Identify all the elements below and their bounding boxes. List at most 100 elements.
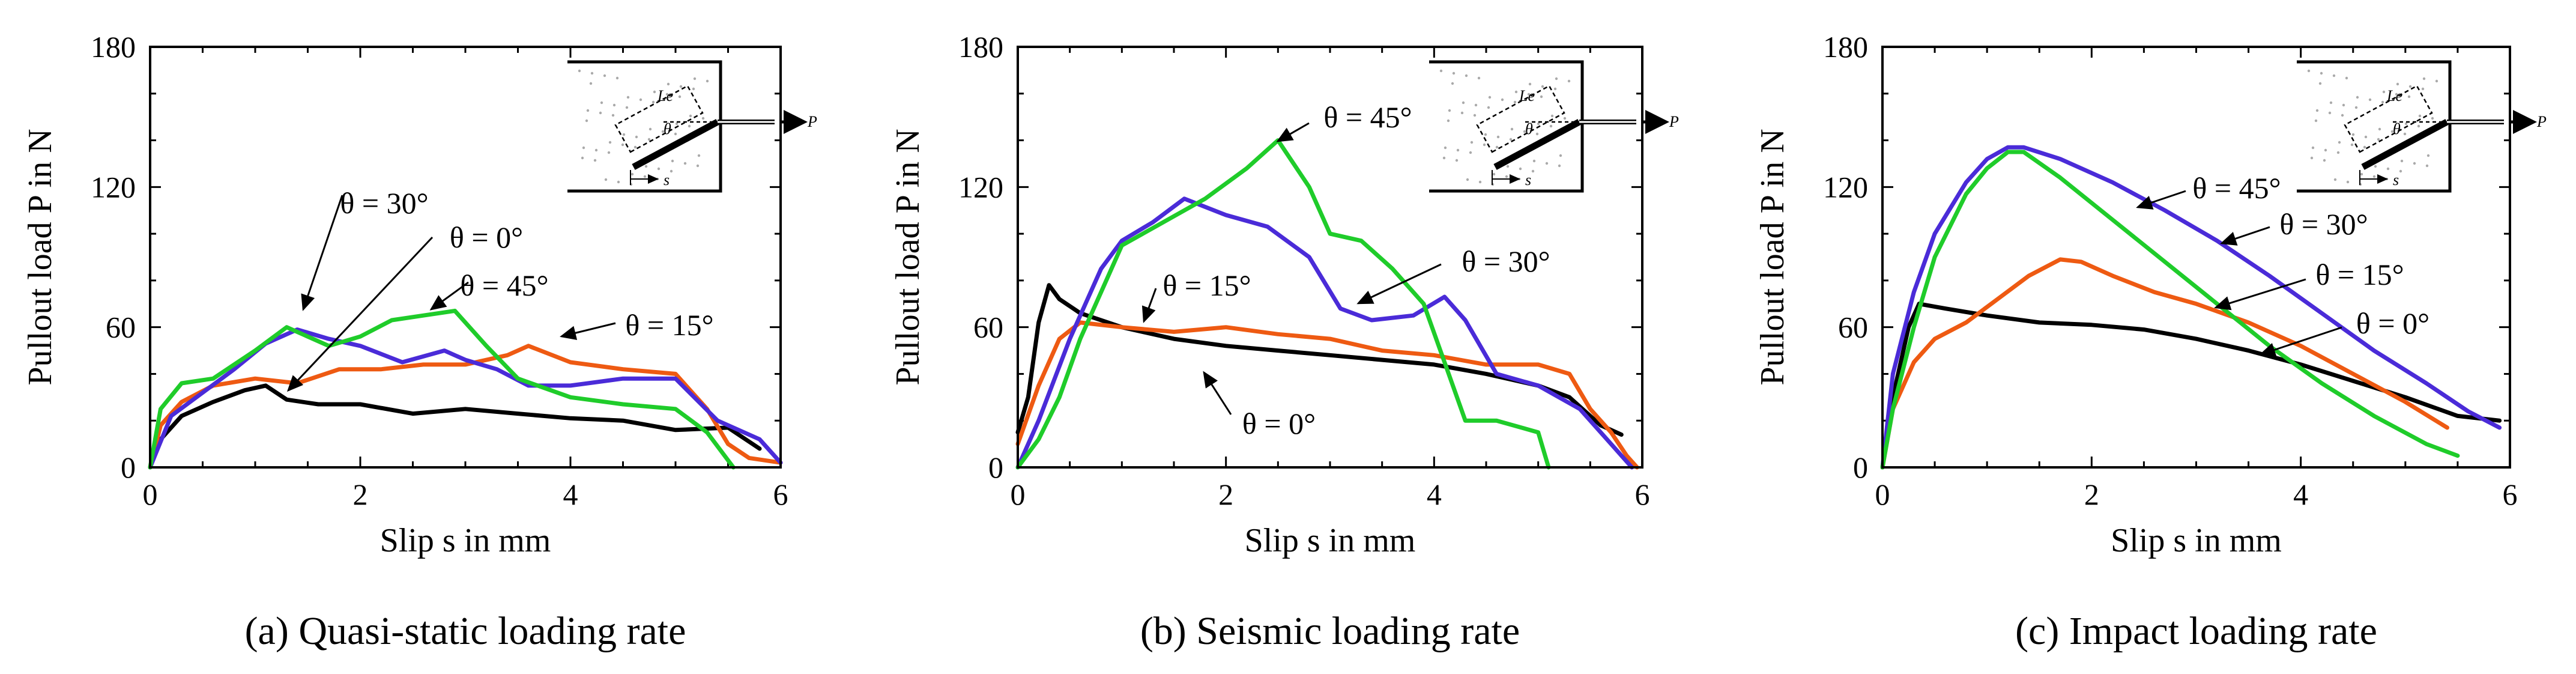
annot-arrow-theta-0 (2259, 326, 2342, 357)
concrete-speckle (621, 143, 624, 147)
concrete-speckle (693, 77, 697, 80)
x-tick-label: 6 (773, 478, 788, 511)
series-line-theta-45 (148, 308, 736, 470)
annot-theta-30: θ = 30° (2279, 207, 2368, 241)
x-tick-label: 6 (1635, 478, 1650, 511)
concrete-speckle (2345, 76, 2348, 80)
setup-inset: Le θ s P (2297, 60, 2547, 193)
x-tick-label: 0 (143, 478, 158, 511)
x-tick-label: 6 (2503, 478, 2518, 511)
concrete-speckle (1541, 85, 1544, 88)
concrete-speckle (1439, 69, 1443, 73)
y-axis-title: Pullout load P in N (889, 129, 927, 385)
annot-arrow-theta-45 (2136, 190, 2186, 210)
inset-label-s: s (2393, 171, 2399, 189)
setup-inset: Le θ s P (567, 60, 817, 193)
annot-theta-0: θ = 0° (2356, 306, 2429, 340)
y-tick-label: 0 (988, 451, 1003, 484)
concrete-speckle (689, 114, 692, 118)
fiber (632, 119, 719, 170)
concrete-speckle (2378, 127, 2381, 131)
concrete-speckle (612, 103, 616, 107)
concrete-speckle (1537, 122, 1540, 126)
annot-theta-0: θ = 0° (1242, 407, 1316, 440)
concrete-speckle (2386, 167, 2390, 171)
annot-theta-45: θ = 45° (1323, 100, 1412, 134)
concrete-speckle (706, 79, 709, 83)
inset-label-p: P (1669, 113, 1679, 130)
annot-theta-15: θ = 15° (625, 308, 713, 342)
concrete-speckle (696, 164, 700, 168)
concrete-speckle (1470, 141, 1474, 144)
series-line-theta-15 (1880, 257, 2449, 470)
concrete-speckle (643, 175, 647, 178)
concrete-speckle (1563, 117, 1567, 120)
concrete-speckle (2390, 130, 2394, 133)
concrete-speckle (674, 132, 677, 136)
concrete-speckle (1549, 124, 1553, 128)
series-line-theta-0 (1015, 283, 1624, 437)
concrete-speckle (2346, 180, 2350, 184)
concrete-speckle (2407, 95, 2411, 99)
inset-label-le: Le (657, 87, 673, 105)
concrete-speckle (2336, 151, 2340, 154)
series-line-theta-45 (1880, 150, 2460, 470)
inset-label-le: Le (1519, 87, 1535, 105)
plot-frame (149, 46, 782, 469)
inset-label-theta: θ (1525, 120, 1533, 138)
concrete-speckle (1523, 130, 1526, 133)
annot-arrow-theta-30 (2220, 226, 2270, 246)
concrete-speckle (2431, 117, 2434, 120)
y-tick-label: 120 (958, 170, 1003, 204)
concrete-speckle (1444, 146, 1447, 150)
inset-label-s: s (1525, 171, 1531, 189)
series-line-theta-30 (1015, 196, 1634, 470)
concrete-speckle (1553, 87, 1557, 91)
concrete-speckle (639, 98, 642, 102)
annot-arrow-theta-0 (1203, 371, 1232, 415)
annot-arrow-theta-45 (429, 281, 469, 311)
concrete-speckle (630, 172, 634, 176)
concrete-speckle (593, 159, 597, 162)
concrete-speckle (2381, 100, 2384, 104)
x-tick-label: 0 (1011, 478, 1026, 511)
y-tick-label: 180 (958, 30, 1003, 64)
annot-theta-45: θ = 45° (2192, 171, 2281, 205)
concrete-speckle (589, 82, 593, 85)
x-axis-title: Slip s in mm (380, 522, 551, 559)
concrete-speckle (697, 154, 701, 157)
concrete-speckle (590, 71, 594, 75)
concrete-speckle (667, 82, 670, 86)
annotations-seismic: θ = 45° θ = 15° θ = 30° θ = 0° (1141, 100, 1550, 440)
concrete-speckle (594, 148, 598, 152)
annot-arrow-theta-15 (2214, 278, 2306, 311)
concrete-speckle (1555, 77, 1558, 80)
concrete-speckle (1527, 93, 1531, 96)
inset-label-s: s (664, 171, 670, 189)
concrete-speckle (1488, 96, 1492, 99)
concrete-speckle (1495, 145, 1499, 149)
annotations-quasi-static: θ = 30° θ = 0° θ = 45° θ = 15° (286, 186, 714, 392)
concrete-speckle (1550, 114, 1554, 118)
concrete-speckle (633, 145, 637, 149)
x-tick-label: 2 (1218, 478, 1233, 511)
concrete-speckle (653, 90, 656, 94)
y-tick-label: 180 (1823, 30, 1868, 64)
x-tick-label: 2 (2084, 478, 2099, 511)
annot-arrow-theta-45 (1276, 122, 1310, 142)
concrete-speckle (670, 169, 673, 173)
concrete-speckle (2351, 133, 2355, 136)
concrete-speckle (625, 106, 629, 109)
annot-arrow-theta-15 (1141, 288, 1157, 323)
concrete-speckle (2324, 148, 2327, 152)
series-line-theta-45 (1015, 138, 1551, 470)
x-tick-label: 4 (1427, 478, 1442, 511)
concrete-speckle (2332, 74, 2336, 77)
concrete-speckle (2417, 124, 2420, 128)
concrete-speckle (1451, 82, 1454, 85)
concrete-speckle (1483, 143, 1486, 147)
concrete-speckle (2399, 169, 2402, 173)
y-tick-label: 60 (973, 311, 1003, 344)
